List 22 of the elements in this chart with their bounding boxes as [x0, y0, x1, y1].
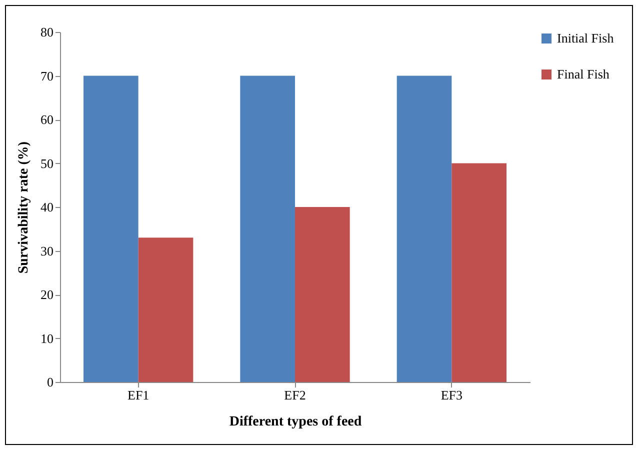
x-tick-label: EF1 — [127, 388, 150, 402]
y-tick-label: 20 — [40, 287, 54, 302]
y-tick-label: 80 — [40, 24, 54, 40]
y-tick-label: 50 — [40, 156, 54, 171]
y-tick-label: 10 — [40, 330, 54, 346]
y-tick-label: 70 — [40, 68, 54, 84]
y-tick-label: 40 — [40, 200, 54, 214]
x-tick-label: EF2 — [284, 388, 306, 402]
x-tick-label: EF3 — [440, 388, 463, 402]
y-axis-title: Survivability rate (%) — [16, 141, 32, 274]
bar — [138, 238, 194, 382]
y-tick-label: 60 — [40, 112, 54, 127]
x-axis-title: Different types of feed — [229, 414, 362, 430]
bar — [396, 76, 452, 382]
y-tick-label: 0 — [47, 374, 54, 390]
legend-label: Initial Fish — [557, 30, 614, 46]
legend-label: Final Fish — [557, 66, 610, 82]
bar — [240, 76, 295, 382]
bar — [84, 76, 138, 382]
y-tick-label: 30 — [40, 243, 54, 258]
bar — [452, 163, 506, 382]
bar — [295, 207, 350, 382]
